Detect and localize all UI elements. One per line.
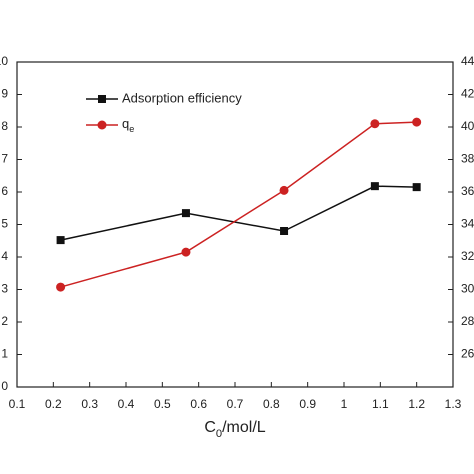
- y-tick-label: 9: [1, 87, 8, 101]
- y2-tick-label: 360: [461, 184, 474, 198]
- plot-frame: [16, 61, 454, 388]
- x-tick-label: 1: [341, 397, 348, 411]
- x-tick-label: 0.6: [190, 397, 207, 411]
- legend-label: Adsorption efficiency: [122, 90, 242, 105]
- marker: [412, 117, 422, 127]
- x-tick-label: 0.2: [45, 397, 62, 411]
- marker: [181, 209, 190, 218]
- y-tick-label: 7: [1, 152, 8, 166]
- y2-tick-label: 340: [461, 217, 474, 231]
- y-tick-label: 4: [1, 249, 8, 263]
- y2-tick-label: 260: [461, 347, 474, 361]
- y-tick-label: 6: [1, 184, 8, 198]
- y-tick-label: 1: [1, 347, 8, 361]
- marker: [279, 185, 289, 195]
- y2-tick-label: 280: [461, 314, 474, 328]
- x-tick-label: 1.3: [445, 397, 462, 411]
- legend-marker: [97, 120, 107, 130]
- marker: [181, 247, 191, 257]
- series-line: [60, 121, 417, 288]
- legend-marker: [98, 95, 106, 103]
- x-axis-label: C0/mol/L: [204, 419, 265, 440]
- x-tick-label: 0.1: [9, 397, 26, 411]
- y-tick-label: 10: [0, 54, 8, 68]
- x-tick-label: 0.8: [263, 397, 280, 411]
- y-tick-label: 8: [1, 119, 8, 133]
- marker: [56, 282, 66, 292]
- y-tick-label: 3: [1, 282, 8, 296]
- marker: [280, 227, 289, 235]
- y-tick-label: 2: [1, 314, 8, 328]
- series-line: [60, 185, 417, 241]
- x-tick-label: 0.3: [81, 397, 98, 411]
- marker: [412, 183, 421, 192]
- marker: [56, 236, 65, 245]
- x-tick-label: 1.1: [372, 397, 389, 411]
- x-tick-label: 1.2: [408, 397, 425, 411]
- marker: [370, 119, 380, 129]
- y-tick-label: 0: [1, 379, 8, 393]
- x-tick-label: 0.9: [299, 397, 316, 411]
- y2-tick-label: 300: [461, 282, 474, 296]
- y2-tick-label: 420: [461, 87, 474, 101]
- y2-tick-label: 440: [461, 54, 474, 68]
- y2-tick-label: 320: [461, 249, 474, 263]
- legend-label: qe: [122, 116, 134, 134]
- y2-tick-label: 400: [461, 119, 474, 133]
- x-tick-label: 0.5: [154, 397, 171, 411]
- y2-tick-label: 380: [461, 152, 474, 166]
- x-tick-label: 0.7: [227, 397, 244, 411]
- marker: [370, 182, 379, 191]
- x-tick-label: 0.4: [118, 397, 135, 411]
- y-tick-label: 5: [1, 217, 8, 231]
